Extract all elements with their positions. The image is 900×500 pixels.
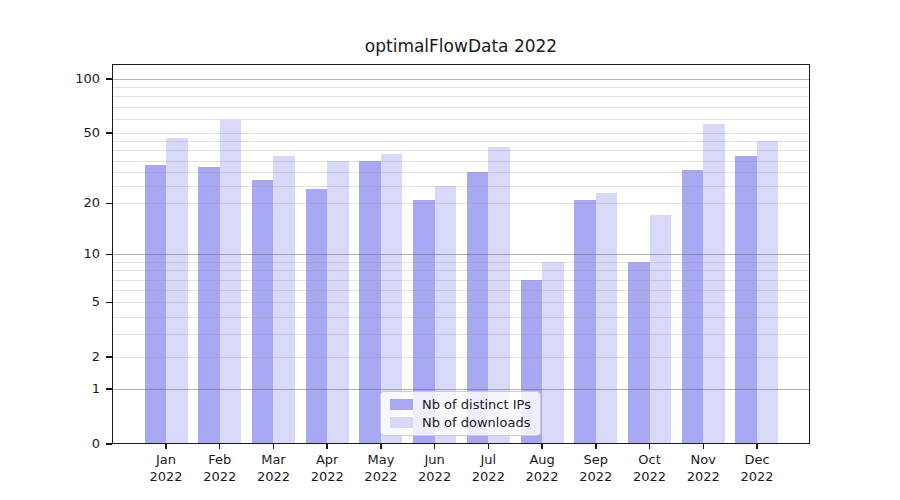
x-tick-oct <box>649 444 650 449</box>
gridline-y-25 <box>112 186 810 187</box>
gridline-y-10 <box>112 254 810 255</box>
y-tick-label-10: 10 <box>34 246 100 262</box>
gridline-y-45 <box>112 141 810 142</box>
y-tick-0 <box>106 443 112 444</box>
y-tick-label-100: 100 <box>34 71 100 87</box>
gridline-y-80 <box>112 96 810 97</box>
x-tick-mar <box>273 444 274 449</box>
gridline-y-8 <box>112 270 810 271</box>
bar-jan-nb-of-distinct-ips <box>145 165 167 444</box>
x-tick-dec <box>756 444 757 449</box>
legend-label-downloads: Nb of downloads <box>422 415 530 430</box>
x-tick-jun <box>434 444 435 449</box>
bar-dec-nb-of-distinct-ips <box>735 156 757 444</box>
y-tick-label-1: 1 <box>34 381 100 397</box>
bar-mar-nb-of-downloads <box>273 156 295 444</box>
chart-figure: optimalFlowData 2022 Nb of distinct IPs … <box>0 0 900 500</box>
gridline-y-40 <box>112 150 810 151</box>
x-tick-feb <box>219 444 220 449</box>
bar-oct-nb-of-downloads <box>650 215 672 444</box>
gridline-y-6 <box>112 290 810 291</box>
bar-feb-nb-of-downloads <box>220 120 242 444</box>
chart-title: optimalFlowData 2022 <box>112 36 810 56</box>
y-tick-label-20: 20 <box>34 195 100 211</box>
legend-swatch-downloads <box>390 417 413 428</box>
y-tick-label-0: 0 <box>34 436 100 452</box>
x-tick-jan <box>165 444 166 449</box>
y-tick-label-50: 50 <box>34 125 100 141</box>
gridline-y-20 <box>112 203 810 204</box>
x-tick-apr <box>326 444 327 449</box>
gridline-y-3 <box>112 334 810 335</box>
gridline-y-9 <box>112 262 810 263</box>
x-tick-sep <box>595 444 596 449</box>
gridline-y-35 <box>112 161 810 162</box>
gridline-y-2 <box>112 357 810 358</box>
legend-label-distinct-ips: Nb of distinct IPs <box>422 397 531 412</box>
gridline-y-30 <box>112 172 810 173</box>
plot-area: Nb of distinct IPs Nb of downloads <box>112 64 810 444</box>
bar-nov-nb-of-distinct-ips <box>682 170 704 444</box>
gridline-y-100 <box>112 79 810 80</box>
y-tick-label-5: 5 <box>34 294 100 310</box>
gridline-y-4 <box>112 317 810 318</box>
x-tick-aug <box>541 444 542 449</box>
legend-swatch-distinct-ips <box>390 399 413 410</box>
x-tick-may <box>380 444 381 449</box>
x-tick-nov <box>703 444 704 449</box>
gridline-y-50 <box>112 133 810 134</box>
bar-mar-nb-of-distinct-ips <box>252 180 274 444</box>
gridline-y-90 <box>112 87 810 88</box>
x-tick-jul <box>488 444 489 449</box>
gridline-y-5 <box>112 302 810 303</box>
bar-feb-nb-of-distinct-ips <box>198 167 220 444</box>
legend: Nb of distinct IPs Nb of downloads <box>380 391 541 436</box>
gridline-y-70 <box>112 107 810 108</box>
x-tick-label-dec: Dec 2022 <box>725 451 789 485</box>
legend-item-downloads: Nb of downloads <box>390 415 534 430</box>
bar-sep-nb-of-distinct-ips <box>574 200 596 444</box>
y-tick-label-2: 2 <box>34 349 100 365</box>
bar-sep-nb-of-downloads <box>596 193 618 444</box>
gridline-y-7 <box>112 280 810 281</box>
gridline-y-60 <box>112 119 810 120</box>
legend-item-distinct-ips: Nb of distinct IPs <box>390 397 534 412</box>
